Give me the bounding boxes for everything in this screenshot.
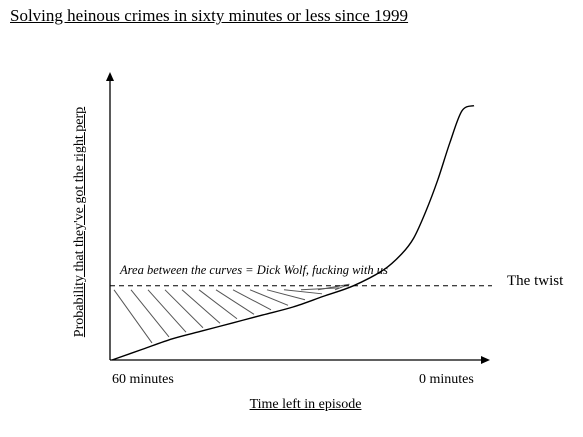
hatch-line [198,289,238,320]
hatch-line [249,289,289,306]
x-tick-label-end: 0 minutes [419,372,474,387]
hatch-line [215,289,255,315]
x-tick-label-start: 60 minutes [112,372,174,387]
hatch-line [181,289,221,324]
x-axis-arrow [481,356,490,364]
hatch-line [130,289,170,338]
hatch-line [300,287,340,291]
hatch-line [147,289,187,333]
y-axis-arrow [106,72,114,81]
hatch-line [334,283,350,291]
hatch-line [232,289,272,311]
probability-curve [111,104,475,361]
x-axis-label: Time left in episode [249,397,362,412]
twist-label: The twist [507,273,564,289]
area-annotation: Area between the curves = Dick Wolf, fuc… [120,263,388,277]
y-axis-label: Probability that they've got the right p… [72,106,87,338]
chart-title: Solving heinous crimes in sixty minutes … [10,6,409,25]
hatch-line [317,283,350,291]
hatch-line [164,289,204,329]
hatch-line [113,289,153,344]
hatch-line [283,289,323,295]
hatch-line [266,289,306,301]
